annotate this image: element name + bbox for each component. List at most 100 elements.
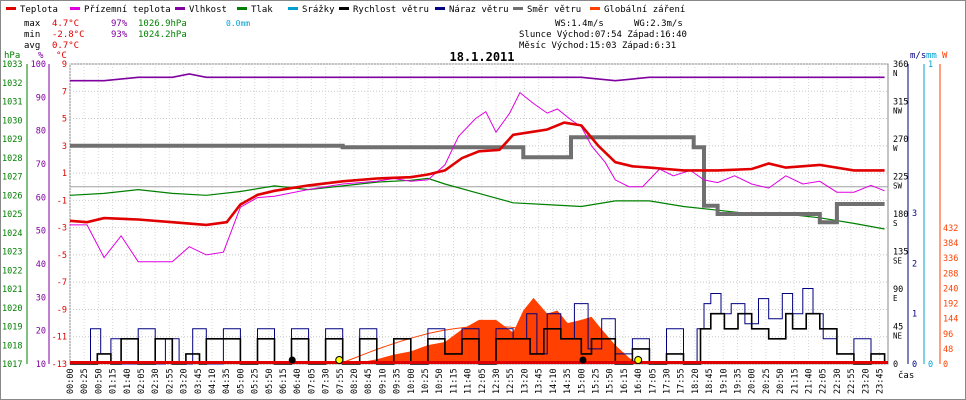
x-tick-label: 22:05 [819,368,829,394]
stat-moon: Měsíc Východ:15:03 Západ:6:31 [519,41,676,51]
moon-marker [579,356,587,364]
x-tick-label: 07:05 [307,368,317,394]
x-tick-label: 05:00 [236,368,246,394]
tick-label-hpa: 1019 [2,323,22,333]
tick-label-hpa: 1025 [2,210,22,220]
tick-label-rad: 96 [943,330,953,340]
tick-label-rad: 240 [943,284,958,294]
axis-label-hpa: hPa [4,51,20,61]
x-tick-label: 08:20 [350,368,360,394]
legend-swatch [288,7,298,10]
tick-label-rad: 48 [943,345,953,355]
tick-label-rad: 384 [943,239,958,249]
tick-label-hpa: 1023 [2,248,22,258]
stat-ws: WS:1.4m/s [555,19,604,29]
series-area-radiation [332,297,640,364]
tick-label-pct: 60 [36,193,46,203]
x-tick-label: 23:45 [875,368,885,394]
x-tick-label: 15:50 [606,368,616,394]
tick-label-dir: 135 [893,248,908,258]
x-tick-label: 04:35 [222,368,232,394]
tick-label-rad: 192 [943,300,958,310]
tick-label-pct: 20 [36,327,46,337]
sun-marker [634,356,643,364]
rain-baseline [70,361,888,364]
tick-label-dir: 270 [893,135,908,145]
tick-label-temp: 3 [62,142,67,152]
stat-avg-label: avg [24,41,40,51]
x-tick-label: 20:25 [762,368,772,394]
x-tick-label: 09:10 [378,368,388,394]
tick-label-pct: 10 [36,360,46,370]
x-tick-label: 00:00 [66,368,76,394]
tick-label-temp: -1 [57,196,67,206]
tick-label-hpa: 1021 [2,285,22,295]
tick-label-dir: 225 [893,173,908,183]
tick-label-hpa: 1027 [2,173,22,183]
stat-min-hum: 93% [111,30,128,40]
tick-label-pct: 50 [36,227,46,237]
legend-label: Rychlost větru [353,5,429,15]
legend-swatch [70,7,80,10]
legend-swatch [435,7,445,10]
tick-label-temp: -9 [57,305,67,315]
legend-label: Přízemní teplota [84,5,171,15]
legend-label: Srážky [302,5,335,15]
x-tick-label: 16:40 [634,368,644,394]
series-lines [69,73,888,365]
axis-label-w: W [942,51,948,61]
stat-max-rain: 0.0mm [226,19,250,28]
tick-label-dir-name: NE [893,332,903,341]
x-tick-label: 20:00 [748,368,758,394]
tick-label-pct: 90 [36,93,46,103]
x-tick-label: 05:25 [251,368,261,394]
tick-label-dir: 0 [893,360,898,370]
stat-max-label: max [24,19,41,29]
tick-label-temp: -7 [57,278,67,288]
tick-label-pct: 40 [36,260,46,270]
tick-label-hpa: 1032 [2,79,22,89]
x-tick-label: 17:55 [677,368,687,394]
tick-label-pct: 30 [36,293,46,303]
x-tick-label: 13:20 [520,368,530,394]
series-line-Směr větru [70,135,885,225]
x-tick-label: 09:35 [393,368,403,394]
legend-label: Náraz větru [449,5,509,15]
x-tick-label: 17:30 [662,368,672,394]
x-tick-label: 12:05 [478,368,488,394]
stat-wg: WG:2.3m/s [634,19,683,29]
x-tick-label: 06:15 [279,368,289,394]
stat-avg-temp: 0.7°C [52,41,79,51]
stat-min-temp: -2.8°C [52,30,85,40]
legend-swatch [237,7,247,10]
tick-label-ms: 0 [912,360,917,370]
x-tick-label: 03:45 [194,368,204,394]
x-tick-label: 00:25 [80,368,90,394]
x-tick-label: 11:15 [449,368,459,394]
x-tick-label: 18:20 [691,368,701,394]
axis-label-mm: mm [926,51,937,61]
chart-title: 18.1.2011 [449,50,514,64]
moon-marker [288,356,296,364]
x-tick-label: 18:45 [705,368,715,394]
tick-label-dir: 315 [893,98,908,108]
tick-label-dir-name: NW [893,107,903,116]
x-tick-label: 19:35 [733,368,743,394]
tick-label-hpa: 1017 [2,360,22,370]
x-tick-label: 10:25 [421,368,431,394]
x-tick-label: 11:40 [464,368,474,394]
x-tick-label: 06:40 [293,368,303,394]
legend-label: Směr větru [527,5,581,15]
stat-max-temp: 4.7°C [52,19,79,29]
x-tick-label: 12:55 [506,368,516,394]
tick-label-rad: 432 [943,224,958,234]
x-tick-label: 14:35 [563,368,573,394]
x-axis-label: čas [898,370,914,381]
tick-label-dir: 180 [893,210,908,220]
tick-label-hpa: 1024 [2,229,22,239]
series-line-Teplota [69,121,885,227]
tick-label-dir-name: SW [893,182,903,191]
